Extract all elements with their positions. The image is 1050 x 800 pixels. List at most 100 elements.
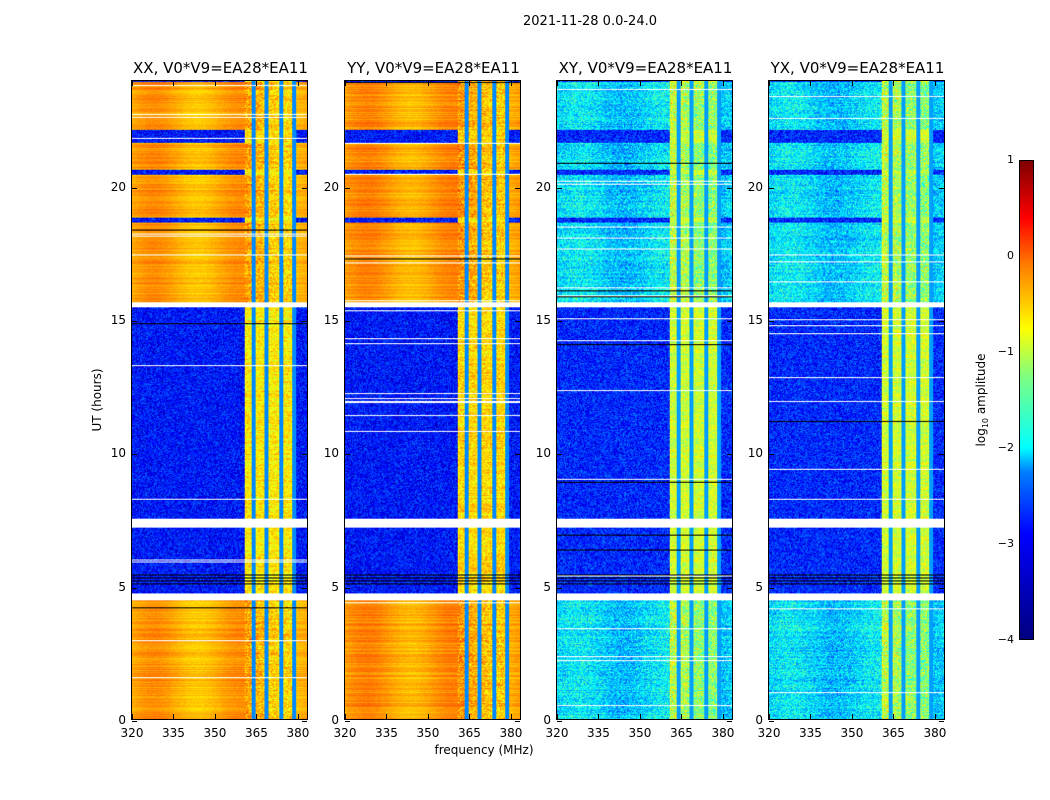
x-tick-mark (851, 714, 853, 719)
y-tick-mark (132, 454, 137, 456)
colorbar-tick-label: −2 (997, 441, 1014, 454)
y-tick-mark (345, 721, 350, 722)
y-tick-label: 20 (110, 179, 126, 194)
y-tick-label: 5 (755, 579, 763, 594)
y-tick-label: 20 (323, 179, 339, 194)
x-tick-label: 350 (416, 726, 440, 740)
x-tick-mark (681, 714, 683, 719)
x-axis-label: frequency (MHz) (434, 743, 534, 757)
panel-title: XX, V0*V9=EA28*EA11 (133, 59, 308, 77)
x-tick-label: 365 (458, 726, 481, 740)
y-tick-label: 5 (118, 579, 126, 594)
y-tick-mark (302, 587, 307, 589)
x-tick-mark (769, 81, 770, 86)
x-tick-mark (851, 81, 853, 86)
x-tick-label: 335 (375, 726, 398, 740)
y-tick-mark (302, 721, 307, 722)
x-tick-mark (510, 714, 512, 719)
x-tick-mark (681, 81, 683, 86)
figure-title: 2021-11-28 0.0-24.0 (523, 14, 657, 29)
x-tick-mark (557, 714, 558, 719)
y-tick-label: 15 (535, 313, 551, 327)
x-tick-mark (722, 81, 724, 86)
y-tick-mark (345, 187, 350, 189)
panel-title: XY, V0*V9=EA28*EA11 (558, 59, 733, 77)
y-tick-mark (515, 587, 520, 589)
y-tick-mark (727, 454, 732, 456)
x-tick-label: 320 (545, 726, 569, 740)
y-tick-mark (557, 454, 562, 456)
y-tick-label: 10 (535, 446, 551, 461)
x-tick-label: 320 (333, 726, 357, 740)
y-tick-label: 15 (323, 313, 339, 327)
y-tick-mark (557, 321, 562, 322)
y-tick-label: 15 (747, 313, 763, 327)
x-tick-label: 350 (840, 726, 864, 740)
y-tick-mark (769, 187, 774, 189)
y-tick-label: 0 (543, 713, 551, 727)
y-tick-mark (302, 187, 307, 189)
x-tick-mark (722, 714, 724, 719)
x-tick-label: 335 (799, 726, 822, 740)
x-tick-label: 320 (120, 726, 144, 740)
y-tick-label: 10 (110, 446, 126, 461)
x-tick-mark (510, 81, 512, 86)
colorbar-tick-label: −1 (997, 345, 1014, 358)
x-tick-label: 365 (245, 726, 268, 740)
x-tick-mark (810, 714, 812, 719)
x-tick-label: 350 (628, 726, 652, 740)
y-tick-mark (769, 454, 774, 456)
x-tick-mark (469, 714, 471, 719)
x-tick-mark (469, 81, 471, 86)
x-tick-mark (297, 81, 299, 86)
y-tick-mark (302, 454, 307, 456)
x-tick-mark (256, 714, 258, 719)
y-tick-mark (345, 587, 350, 589)
y-tick-mark (515, 454, 520, 456)
x-tick-mark (639, 81, 641, 86)
colorbar-tick-label: −4 (997, 633, 1014, 646)
y-tick-label: 20 (747, 179, 763, 194)
x-tick-mark (934, 714, 936, 719)
x-tick-label: 380 (286, 726, 310, 740)
x-tick-label: 380 (923, 726, 947, 740)
y-tick-mark (132, 587, 137, 589)
y-tick-mark (557, 587, 562, 589)
x-tick-label: 335 (162, 726, 185, 740)
y-tick-mark (939, 454, 944, 456)
y-tick-label: 0 (118, 713, 126, 727)
x-tick-mark (810, 81, 812, 86)
colorbar-tick-label: 1 (1007, 153, 1014, 166)
x-tick-label: 335 (587, 726, 610, 740)
x-tick-mark (386, 714, 388, 719)
y-tick-mark (769, 721, 774, 722)
x-tick-label: 365 (882, 726, 905, 740)
y-tick-mark (515, 321, 520, 322)
y-tick-mark (557, 721, 562, 722)
y-tick-mark (345, 454, 350, 456)
y-tick-mark (557, 187, 562, 189)
y-tick-mark (132, 721, 137, 722)
y-tick-mark (769, 587, 774, 589)
colorbar (1019, 160, 1034, 640)
y-tick-mark (727, 721, 732, 722)
x-tick-label: 365 (670, 726, 693, 740)
x-tick-label: 350 (203, 726, 227, 740)
y-tick-mark (515, 187, 520, 189)
heatmap-image (769, 81, 944, 719)
x-tick-mark (214, 81, 216, 86)
y-tick-mark (515, 721, 520, 722)
x-tick-mark (345, 81, 346, 86)
colorbar-label-rest: amplitude (973, 353, 988, 418)
x-tick-label: 380 (711, 726, 735, 740)
x-tick-mark (297, 714, 299, 719)
y-tick-label: 10 (323, 446, 339, 461)
y-tick-label: 0 (755, 713, 763, 727)
x-tick-mark (557, 81, 558, 86)
x-tick-mark (598, 81, 600, 86)
y-tick-mark (939, 721, 944, 722)
y-axis-label: UT (hours) (90, 368, 104, 432)
y-tick-mark (132, 187, 137, 189)
colorbar-tick-label: −3 (997, 537, 1014, 550)
y-tick-mark (727, 187, 732, 189)
